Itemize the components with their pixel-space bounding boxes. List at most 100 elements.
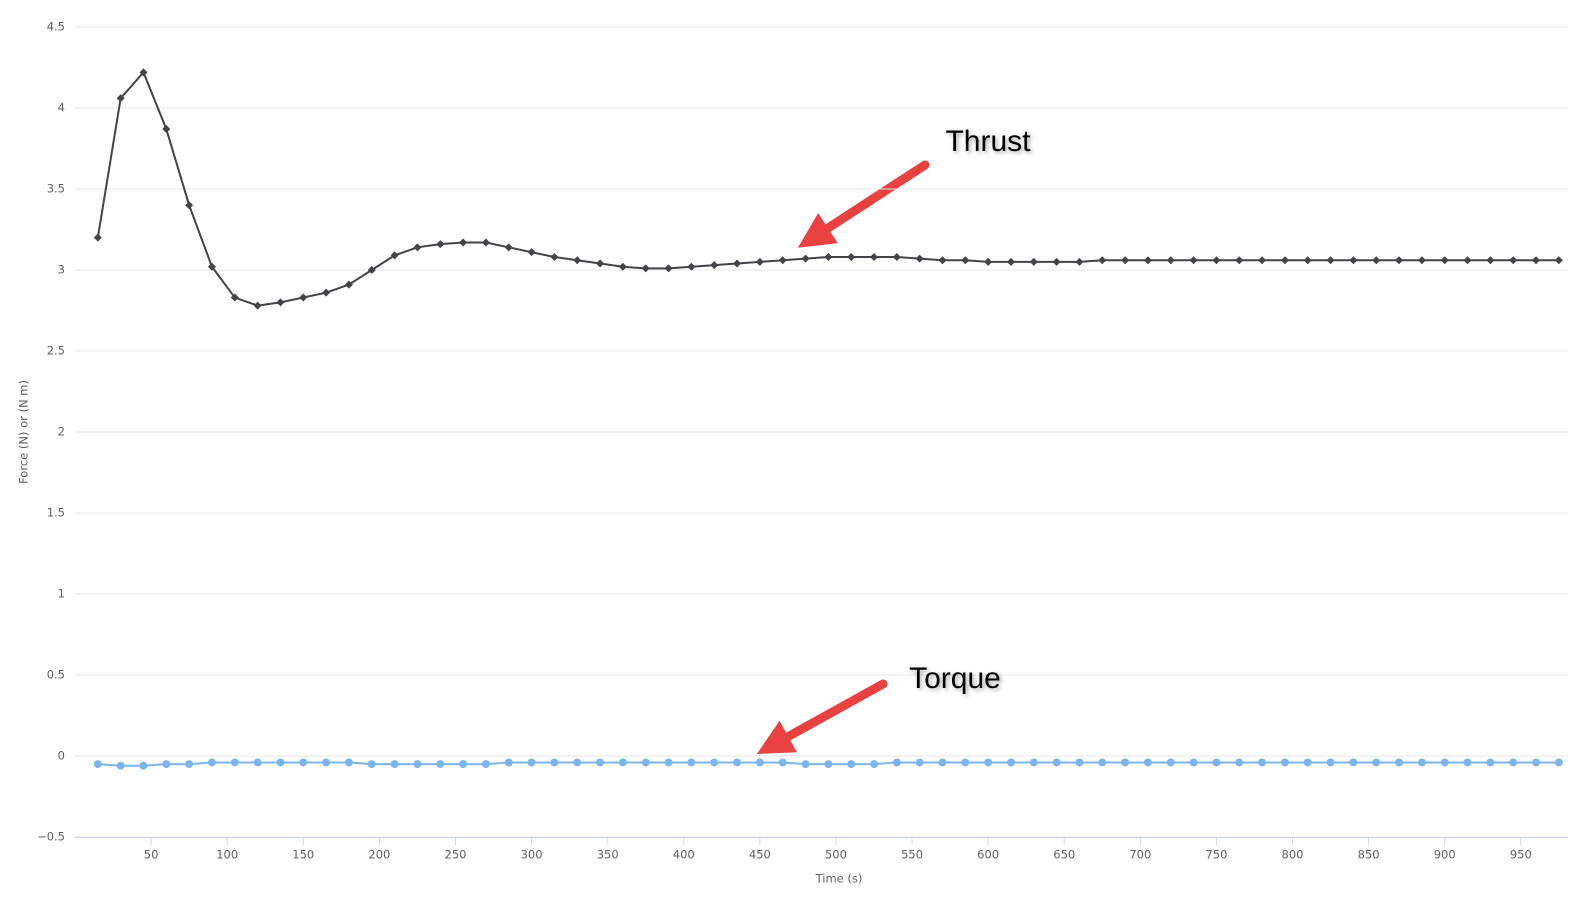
point xyxy=(755,257,764,266)
y-tick-label: 2 xyxy=(58,425,65,439)
y-tick-label: 1.5 xyxy=(47,506,65,520)
y-axis-label: Force (N) or (N m) xyxy=(17,380,31,484)
point xyxy=(1532,256,1541,265)
y-tick-label: 0.5 xyxy=(47,668,65,682)
point xyxy=(824,253,833,262)
point xyxy=(1006,257,1015,266)
x-tick-label: 600 xyxy=(977,848,999,862)
point xyxy=(1554,758,1563,767)
x-tick-label: 250 xyxy=(445,848,467,862)
point xyxy=(984,758,993,767)
x-tick-label: 650 xyxy=(1053,848,1075,862)
point xyxy=(733,758,742,767)
point xyxy=(710,261,719,270)
point xyxy=(573,256,582,265)
point xyxy=(367,760,376,769)
point xyxy=(1280,256,1289,265)
point xyxy=(596,758,605,767)
point xyxy=(984,257,993,266)
point xyxy=(573,758,582,767)
point xyxy=(1098,256,1107,265)
point xyxy=(1235,758,1244,767)
point xyxy=(1395,758,1404,767)
point xyxy=(276,298,285,307)
point xyxy=(1532,758,1541,767)
point xyxy=(1417,256,1426,265)
point xyxy=(847,760,856,769)
x-tick-label: 750 xyxy=(1205,848,1227,862)
point xyxy=(344,280,353,289)
point xyxy=(1417,758,1426,767)
point xyxy=(870,760,879,769)
point xyxy=(413,243,422,252)
y-tick-label: 0 xyxy=(58,749,65,763)
point xyxy=(185,201,194,210)
x-tick-label: 200 xyxy=(368,848,390,862)
point xyxy=(276,758,285,767)
x-tick-label: 500 xyxy=(825,848,847,862)
y-tick-label: −0.5 xyxy=(37,830,65,844)
x-tick-label: 900 xyxy=(1434,848,1456,862)
point xyxy=(961,256,970,265)
point xyxy=(550,253,559,262)
point xyxy=(207,758,216,767)
point xyxy=(778,758,787,767)
point xyxy=(139,68,148,77)
point xyxy=(618,262,627,271)
point xyxy=(1509,256,1518,265)
point xyxy=(162,125,171,134)
point xyxy=(1075,257,1084,266)
point xyxy=(139,761,148,770)
x-axis-label: Time (s) xyxy=(815,872,863,886)
point xyxy=(1554,256,1563,265)
point xyxy=(1166,758,1175,767)
point xyxy=(1189,758,1198,767)
point xyxy=(1121,758,1130,767)
point xyxy=(1212,256,1221,265)
y-tick-label: 4.5 xyxy=(47,20,65,34)
point xyxy=(1189,256,1198,265)
x-tick-label: 400 xyxy=(673,848,695,862)
point xyxy=(230,293,239,302)
point xyxy=(253,758,262,767)
point xyxy=(230,758,239,767)
point xyxy=(1372,758,1381,767)
point xyxy=(710,758,719,767)
point xyxy=(801,760,810,769)
point xyxy=(938,256,947,265)
point xyxy=(185,760,194,769)
point xyxy=(1440,256,1449,265)
point xyxy=(1303,758,1312,767)
point xyxy=(755,758,764,767)
point xyxy=(1486,256,1495,265)
point xyxy=(1166,256,1175,265)
point xyxy=(938,758,947,767)
point xyxy=(459,238,468,247)
point xyxy=(322,288,331,297)
point xyxy=(459,760,468,769)
point xyxy=(1372,256,1381,265)
point xyxy=(1303,256,1312,265)
point xyxy=(1258,758,1267,767)
point xyxy=(870,253,879,262)
x-tick-label: 950 xyxy=(1510,848,1532,862)
point xyxy=(299,758,308,767)
point xyxy=(1486,758,1495,767)
point xyxy=(1326,758,1335,767)
x-tick-label: 100 xyxy=(216,848,238,862)
point xyxy=(733,259,742,268)
point xyxy=(618,758,627,767)
point xyxy=(1143,256,1152,265)
point xyxy=(1280,758,1289,767)
x-tick-label: 700 xyxy=(1129,848,1151,862)
point xyxy=(687,758,696,767)
x-tick-label: 850 xyxy=(1358,848,1380,862)
point xyxy=(641,758,650,767)
point xyxy=(824,760,833,769)
x-tick-label: 50 xyxy=(144,848,159,862)
point xyxy=(915,758,924,767)
point xyxy=(1463,758,1472,767)
point xyxy=(436,760,445,769)
point xyxy=(847,253,856,262)
